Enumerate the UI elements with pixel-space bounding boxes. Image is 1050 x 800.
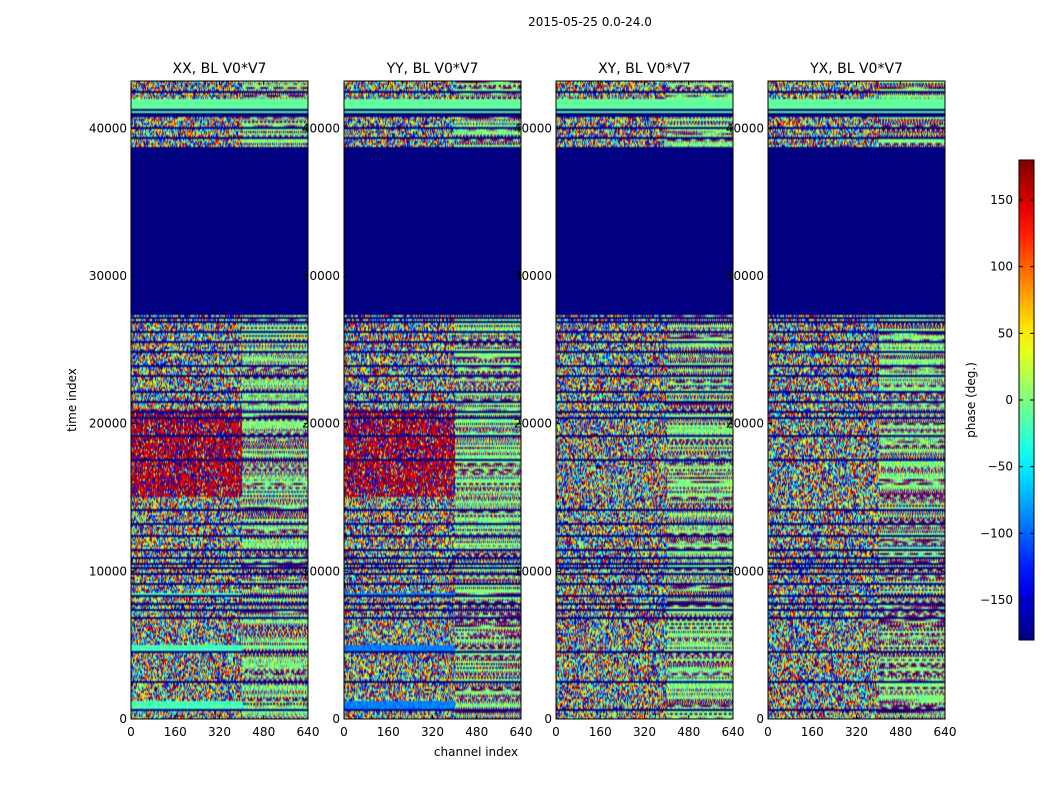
- y-tick-label: 40000: [514, 121, 552, 135]
- y-tick-label: 20000: [89, 417, 127, 431]
- panel-1: XX, BL V0*V7 0 160 320 480 640 0 10000 20000 3000…: [89, 61, 320, 739]
- y-axis-label: time index: [65, 368, 79, 432]
- y-tick-label: 0: [756, 712, 764, 726]
- phase-heatmap-3: [556, 81, 733, 719]
- x-tick-label: 640: [722, 725, 745, 739]
- y-tick-label: 30000: [514, 269, 552, 283]
- colorbar-tick-label: −100: [980, 526, 1013, 540]
- y-tick-label: 10000: [514, 564, 552, 578]
- y-tick-label: 10000: [726, 564, 764, 578]
- y-tick-label: 20000: [726, 417, 764, 431]
- x-tick-label: 480: [465, 725, 488, 739]
- x-tick-label: 160: [377, 725, 400, 739]
- y-tick-label: 20000: [302, 417, 340, 431]
- panels: XX, BL V0*V7 0 160 320 480 640 0 10000 20000 3000…: [89, 61, 957, 739]
- x-tick-label: 640: [934, 725, 957, 739]
- x-tick-label: 640: [297, 725, 320, 739]
- colorbar-tick-label: 100: [990, 260, 1013, 274]
- y-tick-label: 40000: [726, 121, 764, 135]
- y-tick-label: 10000: [302, 564, 340, 578]
- panel-title: YY, BL V0*V7: [386, 61, 479, 77]
- colorbar-tick-label: 50: [998, 326, 1013, 340]
- x-tick-label: 480: [889, 725, 912, 739]
- x-tick-label: 320: [633, 725, 656, 739]
- y-tick-label: 30000: [302, 269, 340, 283]
- x-tick-label: 480: [252, 725, 275, 739]
- x-tick-label: 160: [164, 725, 187, 739]
- panel-3: XY, BL V0*V7 0 160 320 480 640 0 10000 20000 3000…: [514, 61, 745, 739]
- colorbar-tick-label: 0: [1005, 393, 1013, 407]
- y-tick-label: 10000: [89, 564, 127, 578]
- x-tick-label: 640: [510, 725, 533, 739]
- y-tick-label: 0: [332, 712, 340, 726]
- y-tick-label: 40000: [89, 121, 127, 135]
- y-tick-label: 30000: [726, 269, 764, 283]
- panel-title: YX, BL V0*V7: [809, 61, 903, 77]
- x-axis-label: channel index: [434, 745, 518, 759]
- x-tick-label: 160: [801, 725, 824, 739]
- x-tick-label: 0: [764, 725, 772, 739]
- x-tick-label: 0: [340, 725, 348, 739]
- phase-heatmap-1: [131, 81, 308, 719]
- x-tick-label: 320: [845, 725, 868, 739]
- panel-4: YX, BL V0*V7 0 160 320 480 640 0 10000 20000 3000…: [726, 61, 957, 739]
- x-tick-label: 480: [677, 725, 700, 739]
- y-tick-label: 0: [119, 712, 127, 726]
- colorbar-tick-label: −150: [980, 593, 1013, 607]
- colorbar-tick-label: 150: [990, 193, 1013, 207]
- colorbar-tick-label: −50: [988, 460, 1013, 474]
- y-tick-label: 0: [544, 712, 552, 726]
- phase-heatmap-2: [344, 81, 521, 719]
- y-tick-label: 40000: [302, 121, 340, 135]
- x-tick-label: 160: [589, 725, 612, 739]
- y-tick-label: 20000: [514, 417, 552, 431]
- panel-title: XY, BL V0*V7: [598, 61, 691, 77]
- x-tick-label: 0: [552, 725, 560, 739]
- phase-heatmap-4: [768, 81, 945, 719]
- x-tick-label: 320: [421, 725, 444, 739]
- y-tick-label: 30000: [89, 269, 127, 283]
- colorbar: −150 −100 −50 0 50 100 150: [980, 159, 1035, 641]
- colorbar-label: phase (deg.): [964, 362, 978, 438]
- x-tick-label: 320: [208, 725, 231, 739]
- x-tick-label: 0: [127, 725, 135, 739]
- figure-suptitle: 2015-05-25 0.0-24.0: [528, 15, 652, 29]
- panel-title: XX, BL V0*V7: [173, 61, 267, 77]
- panel-2: YY, BL V0*V7 0 160 320 480 640 0 10000 20000 3000…: [302, 61, 533, 739]
